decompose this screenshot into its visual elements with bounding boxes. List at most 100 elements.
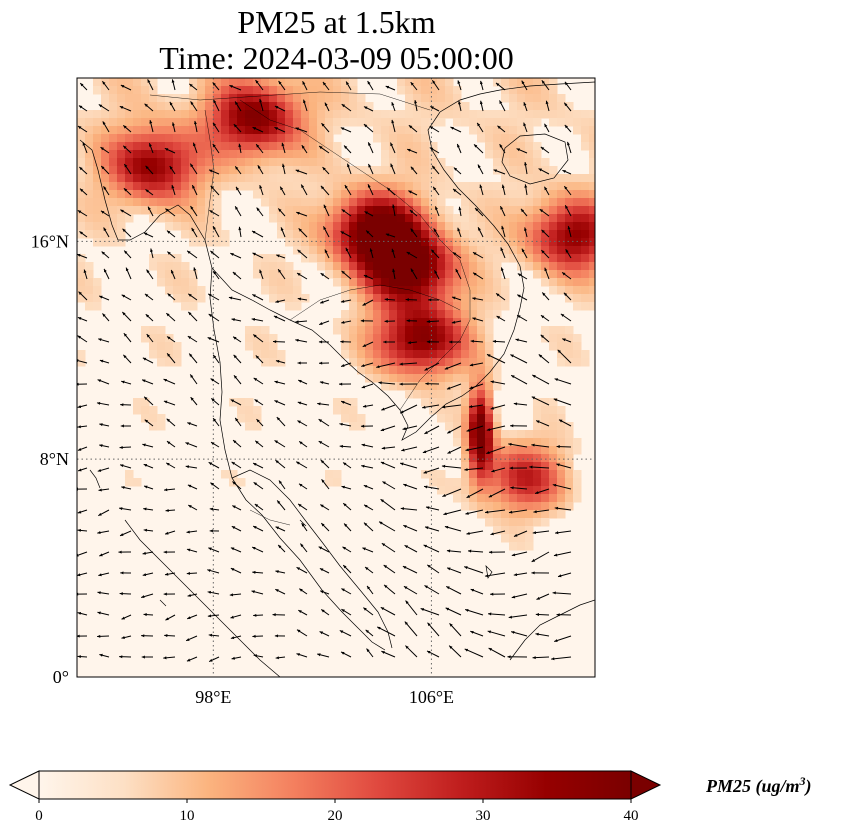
wind-vector: [295, 127, 308, 133]
wind-vector: [495, 82, 506, 91]
wind-vector: [252, 293, 264, 301]
wind-vector: [343, 523, 352, 532]
wind-vector: [186, 530, 198, 534]
wind-vector: [141, 593, 154, 599]
wind-vector: [301, 522, 308, 532]
wind-vector: [145, 189, 154, 196]
wind-vector: [229, 84, 242, 91]
wind-vector: [256, 418, 264, 427]
wind-vector: [540, 146, 550, 154]
wind-vector: [565, 248, 572, 259]
wind-vector: [233, 374, 242, 385]
wind-vector: [275, 570, 286, 574]
wind-vector: [279, 186, 286, 196]
wind-vector: [390, 163, 396, 175]
wind-vector: [298, 609, 308, 616]
wind-vector: [141, 379, 154, 385]
wind-vector: [469, 383, 484, 390]
colorbar-tick-label: 0: [35, 808, 43, 824]
wind-vector: [150, 248, 154, 259]
wind-vector: [363, 607, 374, 616]
wind-vector: [186, 250, 198, 259]
colorbar-label-sup: 3: [799, 774, 806, 788]
wind-vector: [99, 551, 110, 557]
wind-vector: [163, 378, 176, 385]
wind-vector: [468, 404, 484, 409]
wind-vector: [319, 299, 330, 304]
wind-vector: [341, 270, 352, 280]
wind-vector: [295, 338, 308, 343]
wind-vector: [378, 381, 396, 385]
wind-vector: [446, 383, 462, 390]
wind-vector: [274, 634, 286, 638]
wind-vector: [103, 186, 110, 196]
wind-vector: [295, 320, 308, 324]
wind-vector: [363, 106, 374, 112]
wind-vector: [490, 530, 506, 536]
wind-vector: [238, 226, 242, 238]
wind-vector: [212, 270, 220, 280]
wind-vector: [119, 464, 132, 469]
wind-vector: [399, 362, 418, 366]
wind-vector: [100, 165, 110, 175]
wind-vector: [458, 206, 462, 217]
wind-vector: [102, 313, 110, 322]
wind-vector: [403, 483, 418, 490]
wind-vector: [361, 464, 374, 469]
wind-vector: [563, 102, 572, 112]
wind-vector: [142, 357, 154, 364]
country-border-layer: [149, 91, 471, 526]
wind-vector: [229, 593, 242, 597]
wind-vector: [363, 274, 374, 280]
wind-vector: [509, 466, 528, 470]
wind-vector: [82, 142, 88, 154]
wind-vector: [464, 648, 484, 658]
wind-vector: [567, 225, 572, 238]
wind-vector: [458, 100, 462, 112]
wind-vector: [535, 420, 550, 427]
wind-vector: [187, 484, 198, 490]
wind-vector: [297, 361, 308, 365]
wind-vector: [143, 396, 154, 406]
wind-vector: [143, 463, 154, 469]
wind-vector: [406, 148, 418, 154]
wind-vector: [562, 169, 572, 175]
wind-vector: [490, 592, 506, 596]
wind-vector: [298, 483, 308, 490]
wind-vector: [362, 547, 374, 553]
wind-vector: [557, 349, 572, 364]
wind-vector: [187, 614, 198, 620]
wind-vector: [391, 119, 396, 133]
wind-vector: [466, 425, 484, 432]
wind-vector: [251, 590, 264, 595]
wind-vector: [361, 362, 374, 368]
wind-vector: [564, 81, 572, 91]
wind-vector-layer: [77, 79, 572, 663]
wind-vector: [443, 509, 462, 516]
lat-tick-label: 8°N: [40, 449, 69, 469]
wind-vector: [452, 188, 462, 196]
wind-vector: [344, 184, 352, 196]
wind-vector: [363, 504, 374, 511]
wind-vector: [123, 250, 132, 259]
wind-vector: [122, 228, 132, 238]
wind-vector: [163, 400, 176, 406]
wind-vector: [207, 590, 220, 595]
axis-labels: 98°E 106°E 16°N 8°N 0°: [31, 231, 454, 707]
wind-vector: [209, 507, 220, 511]
wind-vector: [191, 184, 198, 196]
wind-vector: [252, 334, 264, 343]
wind-vector: [340, 340, 352, 344]
wind-vector: [296, 566, 308, 574]
border-china: [149, 91, 431, 111]
wind-vector: [425, 382, 440, 386]
wind-vector: [83, 269, 88, 280]
wind-vector: [404, 621, 418, 637]
coastline-malay-peninsula-east: [231, 469, 393, 649]
wind-vector: [524, 184, 528, 196]
wind-vector: [230, 547, 242, 553]
wind-vector: [510, 486, 528, 490]
wind-vector: [233, 123, 242, 133]
wind-vector: [472, 317, 484, 322]
